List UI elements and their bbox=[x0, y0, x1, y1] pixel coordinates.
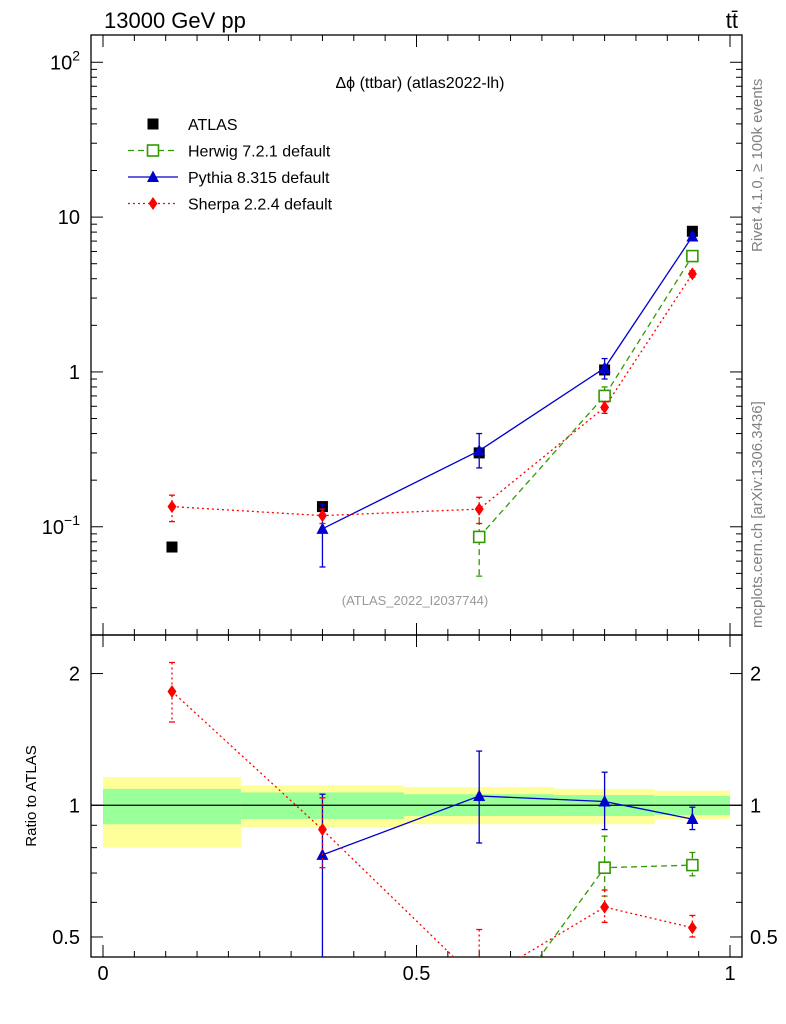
x-tick-label: 0 bbox=[97, 963, 108, 985]
main-data-point bbox=[316, 522, 329, 534]
ratio-data-point bbox=[475, 975, 484, 988]
ratio-series-group bbox=[167, 661, 697, 988]
legend-label: Sherpa 2.2.4 default bbox=[188, 197, 333, 214]
ratio-series-group bbox=[538, 835, 699, 957]
ratio-y-tick-label: 1 bbox=[69, 795, 80, 817]
ratio-data-point bbox=[598, 861, 611, 874]
main-data-point bbox=[474, 502, 484, 516]
ratio-y-tick-label: 0.5 bbox=[52, 927, 80, 949]
y-tick-exponent: 2 bbox=[72, 47, 80, 63]
ratio-panel: 0.5 0.5 1 1 2 2 0 0.5 1 Ratio to ATLAS bbox=[23, 634, 778, 988]
y-tick-base: 10 bbox=[50, 52, 72, 74]
main-data-point bbox=[686, 249, 699, 263]
ratio-data-point bbox=[600, 900, 610, 914]
ratio-data-point bbox=[167, 684, 177, 698]
main-series-line bbox=[322, 236, 693, 530]
header-left: 13000 GeV pp bbox=[104, 8, 246, 33]
ratio-y-axis-label: Ratio to ATLAS bbox=[23, 745, 40, 846]
main-series-group bbox=[316, 229, 699, 568]
ratio-y-tick-label-right: 1 bbox=[750, 795, 761, 817]
legend-marker bbox=[147, 170, 159, 182]
main-data-point bbox=[473, 444, 486, 456]
ratio-y-tick-label-right: 0.5 bbox=[750, 927, 778, 949]
y-tick-label: 10 bbox=[58, 207, 80, 229]
main-data-point bbox=[167, 500, 177, 514]
watermark: (ATLAS_2022_I2037744) bbox=[342, 593, 488, 608]
main-data-point bbox=[686, 229, 699, 242]
main-data-point bbox=[598, 361, 611, 374]
ratio-y-tick-label-right: 2 bbox=[750, 664, 761, 686]
uncertainty-bands bbox=[103, 777, 730, 848]
side-label-rivet: Rivet 4.1.0, ≥ 100k events bbox=[749, 79, 766, 252]
y-tick-label: 102 bbox=[50, 47, 80, 74]
legend-label: Herwig 7.2.1 default bbox=[188, 144, 331, 161]
ratio-data-point bbox=[473, 789, 486, 801]
header-right: tt̄ bbox=[726, 8, 738, 33]
y-tick-label: 10−1 bbox=[42, 512, 80, 539]
main-series-group bbox=[472, 249, 699, 577]
y-tick-label: 1 bbox=[69, 362, 80, 384]
main-data-point bbox=[687, 267, 697, 281]
legend-marker bbox=[146, 144, 160, 157]
y-tick-base: 1 bbox=[69, 362, 80, 384]
ratio-series-line bbox=[538, 864, 693, 957]
main-data-point bbox=[472, 530, 486, 544]
y-tick-exponent: −1 bbox=[64, 512, 80, 528]
x-tick-label: 1 bbox=[724, 963, 735, 985]
ratio-data-point bbox=[686, 812, 699, 825]
legend: ATLAS Herwig 7.2.1 default Pythia 8.315 de… bbox=[128, 117, 333, 214]
main-data-point bbox=[166, 541, 178, 553]
y-tick-base: 10 bbox=[58, 207, 80, 229]
y-tick-base: 10 bbox=[42, 517, 64, 539]
main-series-group bbox=[166, 225, 698, 553]
legend-marker bbox=[147, 118, 159, 130]
main-data-point bbox=[317, 509, 327, 523]
chart-title: Δϕ (ttbar) (atlas2022-lh) bbox=[335, 75, 504, 92]
main-series-group bbox=[167, 267, 697, 525]
main-series-line bbox=[478, 255, 693, 538]
ratio-series-line bbox=[171, 691, 693, 957]
legend-label: Pythia 8.315 default bbox=[188, 170, 330, 187]
ratio-data-point bbox=[317, 823, 327, 837]
legend-label: ATLAS bbox=[188, 117, 238, 134]
main-data-point bbox=[598, 389, 611, 403]
side-label-mcplots: mcplots.cern.ch [arXiv:1306.3436] bbox=[749, 401, 766, 628]
x-tick-label: 0.5 bbox=[403, 963, 431, 985]
ratio-series-group bbox=[316, 750, 699, 957]
main-data-point bbox=[600, 400, 610, 414]
ratio-data-point bbox=[686, 858, 699, 872]
band-inner bbox=[103, 788, 241, 825]
ratio-y-tick-label: 2 bbox=[69, 664, 80, 686]
legend-marker bbox=[148, 197, 158, 210]
ratio-data-point bbox=[598, 795, 611, 807]
main-series-line bbox=[171, 273, 693, 517]
ratio-series-line bbox=[322, 795, 693, 856]
ratio-data-point bbox=[687, 921, 697, 935]
